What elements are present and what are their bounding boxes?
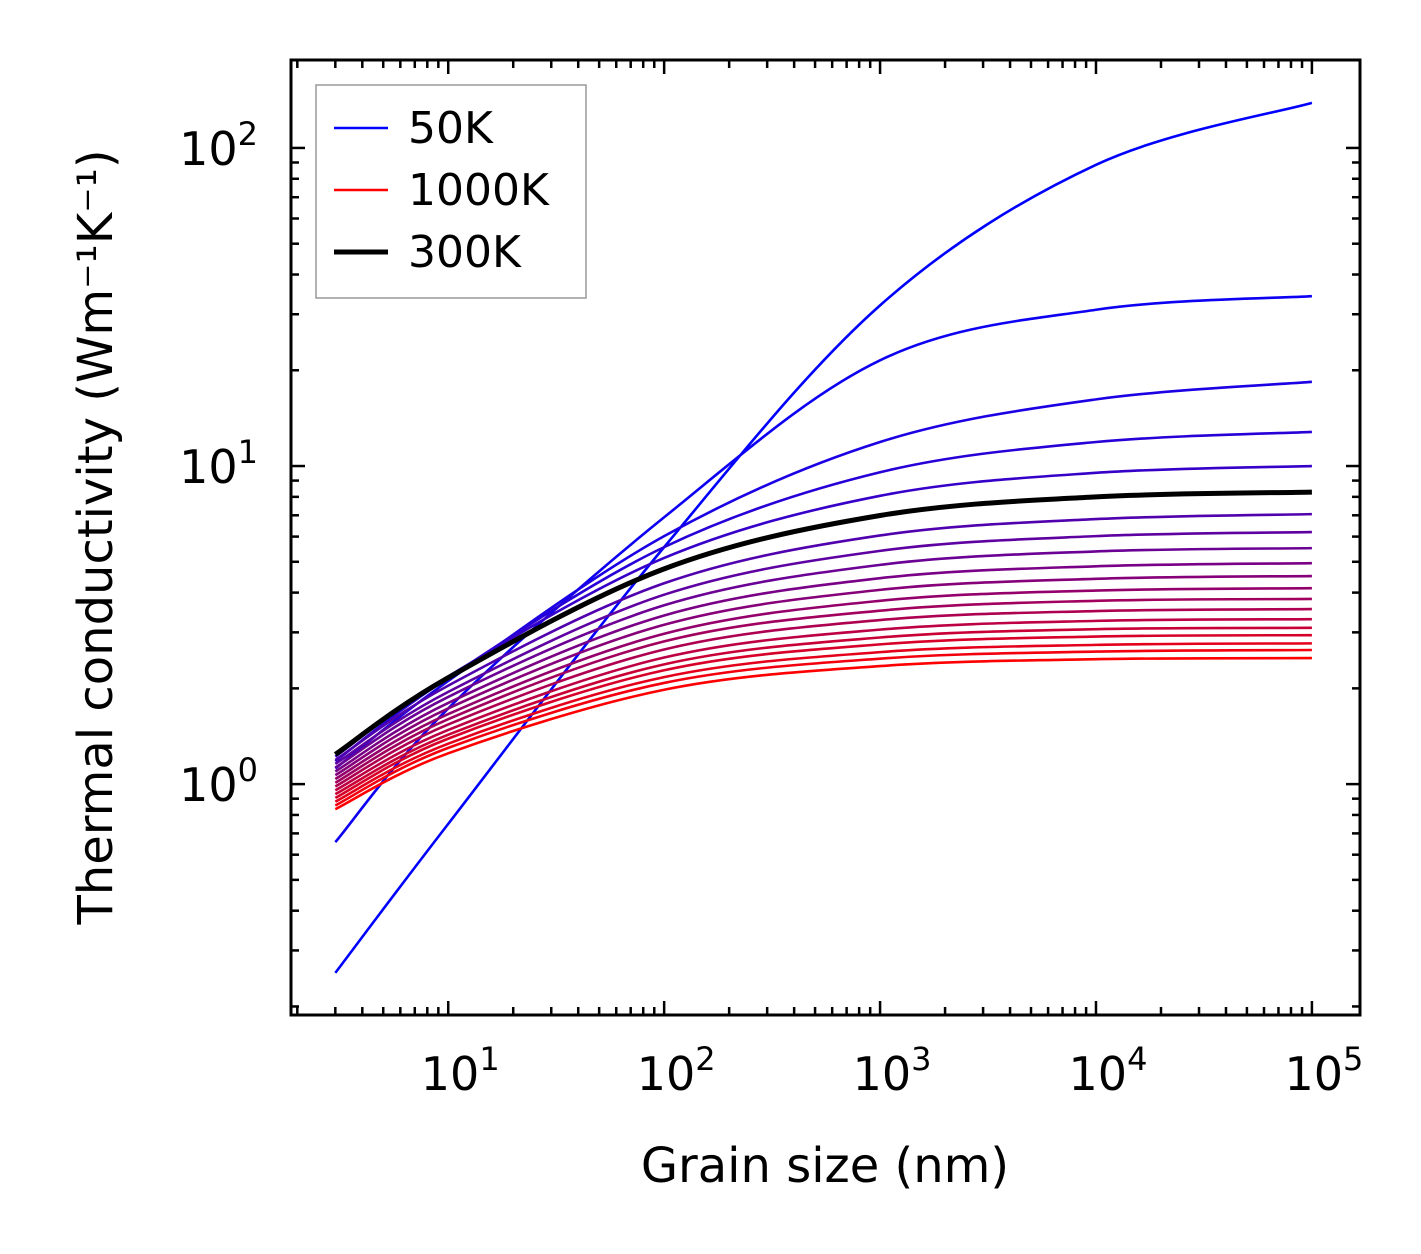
y-tick-label: 102 — [179, 115, 258, 176]
x-tick-label: 105 — [1284, 1040, 1363, 1101]
series-line-550K — [334, 574, 1312, 777]
x-tick-label: 102 — [637, 1040, 716, 1101]
x-tick-exponent: 5 — [1343, 1040, 1363, 1078]
x-tick-base: 10 — [637, 1047, 696, 1101]
y-tick-exponent: 2 — [238, 115, 258, 153]
series-line-750K — [334, 617, 1312, 792]
series-line-1000K — [334, 656, 1312, 811]
legend-label: 50K — [408, 103, 494, 154]
y-tick-exponent: 1 — [238, 433, 258, 471]
x-tick-label: 101 — [421, 1040, 500, 1101]
series-line-650K — [334, 597, 1312, 784]
x-axis-label: Grain size (nm) — [641, 1138, 1009, 1194]
x-tick-exponent: 1 — [479, 1040, 499, 1078]
y-tick-label: 100 — [179, 751, 258, 812]
legend-label: 1000K — [408, 165, 550, 216]
legend: 50K 1000K 300K — [315, 84, 587, 299]
series-line-300K — [333, 489, 1312, 757]
y-tick-base: 10 — [179, 122, 238, 176]
series-line-800K — [334, 626, 1312, 796]
series-line-100K — [334, 294, 1312, 843]
legend-label: 300K — [408, 227, 522, 278]
series-line-500K — [334, 561, 1312, 773]
y-axis-label: Thermal conductivity (Wm⁻¹K⁻¹) — [68, 149, 124, 925]
x-tick-base: 10 — [853, 1047, 912, 1101]
x-tick-base: 10 — [421, 1047, 480, 1101]
legend-box — [315, 84, 587, 299]
series-line-900K — [334, 642, 1312, 803]
plot-frame — [289, 58, 1362, 1017]
y-tick-label: 101 — [179, 433, 258, 494]
y-tick-base: 10 — [179, 440, 238, 494]
series-lines — [333, 101, 1313, 974]
series-line-700K — [334, 607, 1312, 788]
series-line-850K — [334, 633, 1312, 800]
x-tick-exponent: 2 — [695, 1040, 715, 1078]
series-line-600K — [334, 586, 1312, 781]
series-line-950K — [334, 648, 1312, 807]
series-line-150K — [334, 380, 1313, 770]
x-tick-exponent: 4 — [1127, 1040, 1147, 1078]
y-tick-base: 10 — [179, 758, 238, 812]
x-tick-label: 103 — [853, 1040, 932, 1101]
series-line-350K — [334, 512, 1312, 762]
x-tick-base: 10 — [1284, 1047, 1343, 1101]
x-tick-base: 10 — [1069, 1047, 1128, 1101]
y-tick-exponent: 0 — [238, 751, 258, 789]
series-line-400K — [334, 530, 1312, 765]
x-tick-exponent: 3 — [911, 1040, 931, 1078]
x-tick-label: 104 — [1069, 1040, 1148, 1101]
series-line-50K — [334, 101, 1313, 974]
series-line-450K — [334, 546, 1312, 769]
